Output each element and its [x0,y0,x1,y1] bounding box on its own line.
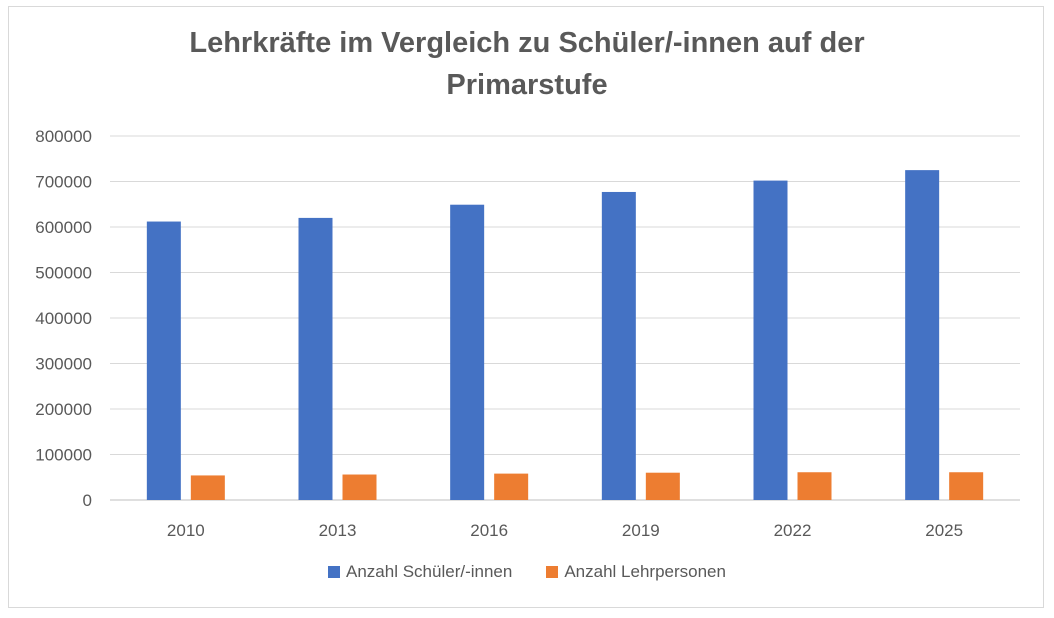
bar-schueler [753,180,788,500]
bar-schueler [905,170,940,500]
x-tick-label: 2016 [470,521,508,540]
bar-lehrpersonen [797,472,832,500]
bar-schueler [298,217,333,500]
chart-legend: Anzahl Schüler/-innen Anzahl Lehrpersonen [0,562,1054,582]
y-tick-label: 500000 [35,264,92,283]
bar-lehrpersonen [949,472,984,500]
bar-schueler [450,204,485,500]
y-tick-label: 600000 [35,218,92,237]
bar-lehrpersonen [342,474,377,500]
x-tick-label: 2019 [622,521,660,540]
bar-schueler [146,221,181,501]
y-tick-label: 200000 [35,400,92,419]
y-tick-label: 300000 [35,355,92,374]
legend-item: Anzahl Schüler/-innen [328,562,512,582]
x-tick-label: 2010 [167,521,205,540]
legend-swatch [546,566,559,578]
chart-title: Lehrkräfte im Vergleich zu Schüler/-inne… [0,22,1054,106]
y-tick-label: 100000 [35,446,92,465]
x-tick-label: 2013 [319,521,357,540]
legend-label: Anzahl Lehrpersonen [564,562,726,581]
legend-label: Anzahl Schüler/-innen [346,562,513,581]
y-tick-label: 400000 [35,309,92,328]
bar-lehrpersonen [190,475,225,500]
y-tick-label: 800000 [35,127,92,146]
y-tick-label: 700000 [35,173,92,192]
x-tick-label: 2022 [774,521,812,540]
legend-item: Anzahl Lehrpersonen [546,562,726,582]
bar-lehrpersonen [645,472,680,500]
chart-title-line-2: Primarstufe [446,69,608,101]
chart-title-line-1: Lehrkräfte im Vergleich zu Schüler/-inne… [189,27,865,59]
y-tick-label: 0 [83,491,92,510]
bar-schueler [601,191,636,500]
bar-lehrpersonen [494,473,529,500]
x-tick-label: 2025 [925,521,963,540]
legend-swatch [328,566,341,578]
